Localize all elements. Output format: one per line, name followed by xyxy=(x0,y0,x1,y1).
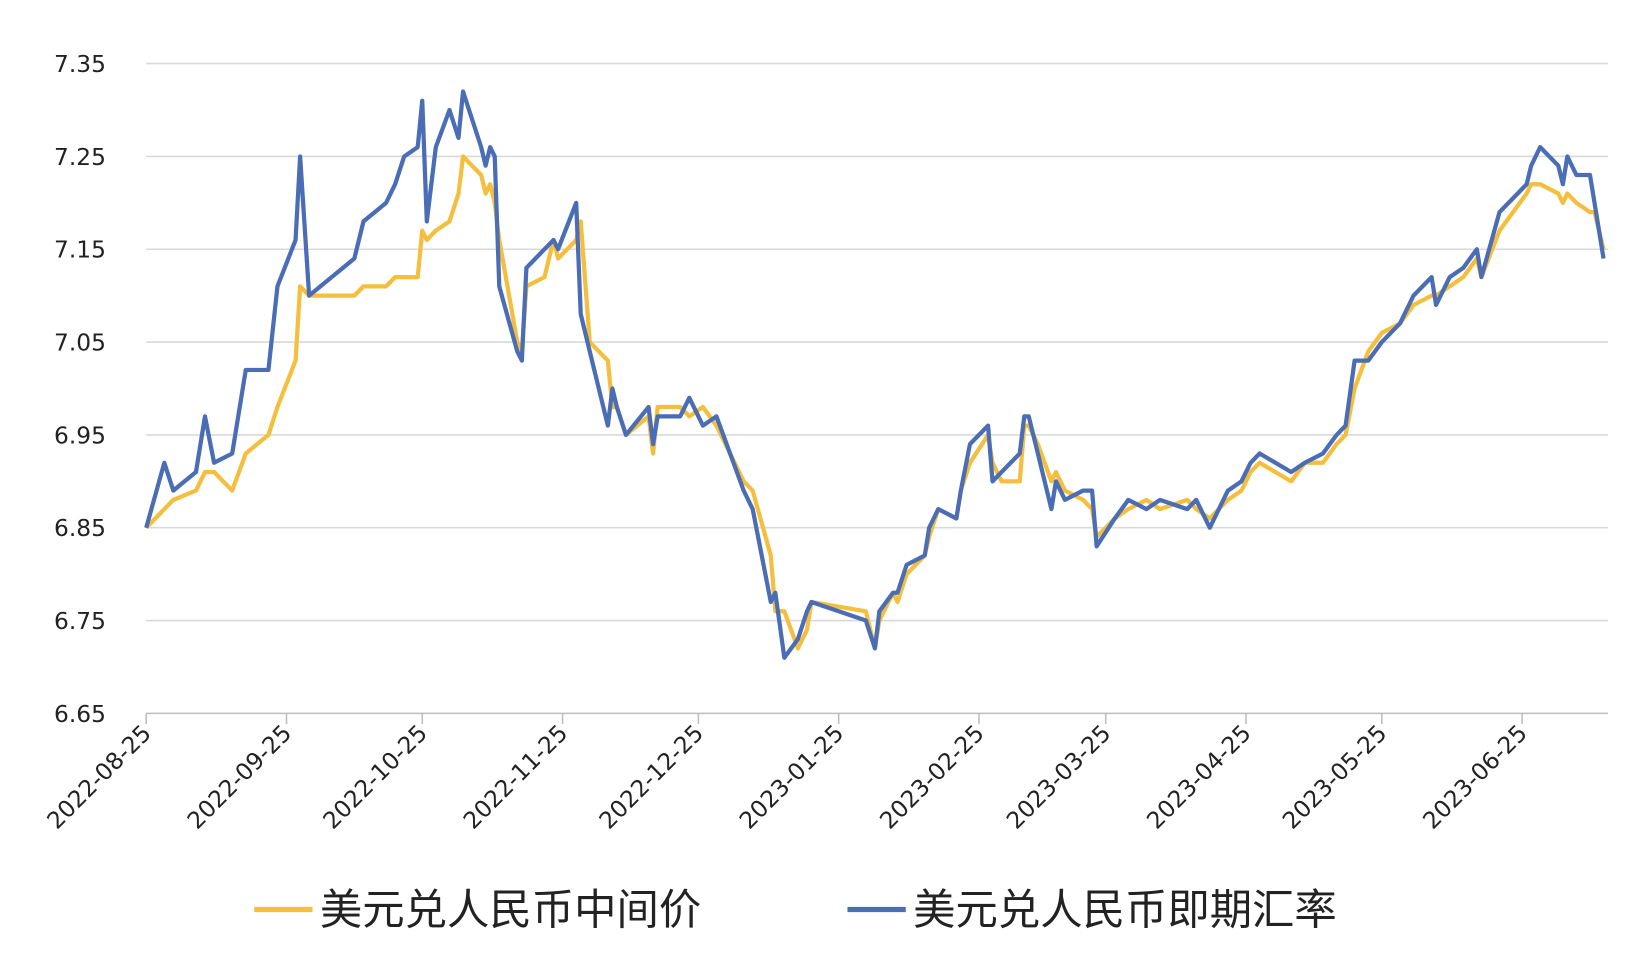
y-tick-label: 6.65 xyxy=(54,701,106,728)
y-tick-label: 7.05 xyxy=(54,330,106,357)
y-tick-label: 6.85 xyxy=(54,515,106,542)
x-tick-label: 2022-11-25 xyxy=(458,720,573,835)
series-line xyxy=(144,154,1606,651)
y-tick-label: 7.25 xyxy=(54,144,106,171)
x-tick-label: 2022-09-25 xyxy=(182,720,297,835)
x-tick-label: 2022-08-25 xyxy=(42,720,157,835)
legend-label: 美元兑人民币即期汇率 xyxy=(913,885,1337,934)
series-line xyxy=(144,89,1606,660)
x-tick-label: 2022-10-25 xyxy=(318,720,433,835)
legend-label: 美元兑人民币中间价 xyxy=(320,885,701,934)
y-tick-label: 7.35 xyxy=(54,51,106,78)
x-tick-label: 2023-05-25 xyxy=(1278,720,1393,835)
x-tick-label: 2023-03-25 xyxy=(1002,720,1117,835)
y-tick-label: 6.95 xyxy=(54,422,106,449)
y-tick-label: 6.75 xyxy=(54,608,106,635)
x-tick-label: 2023-04-25 xyxy=(1142,720,1257,835)
y-tick-label: 7.15 xyxy=(54,237,106,264)
x-tick-label: 2023-02-25 xyxy=(875,720,990,835)
x-tick-label: 2022-12-25 xyxy=(594,720,709,835)
x-tick-label: 2023-06-25 xyxy=(1418,720,1533,835)
x-tick-label: 2023-01-25 xyxy=(734,720,849,835)
